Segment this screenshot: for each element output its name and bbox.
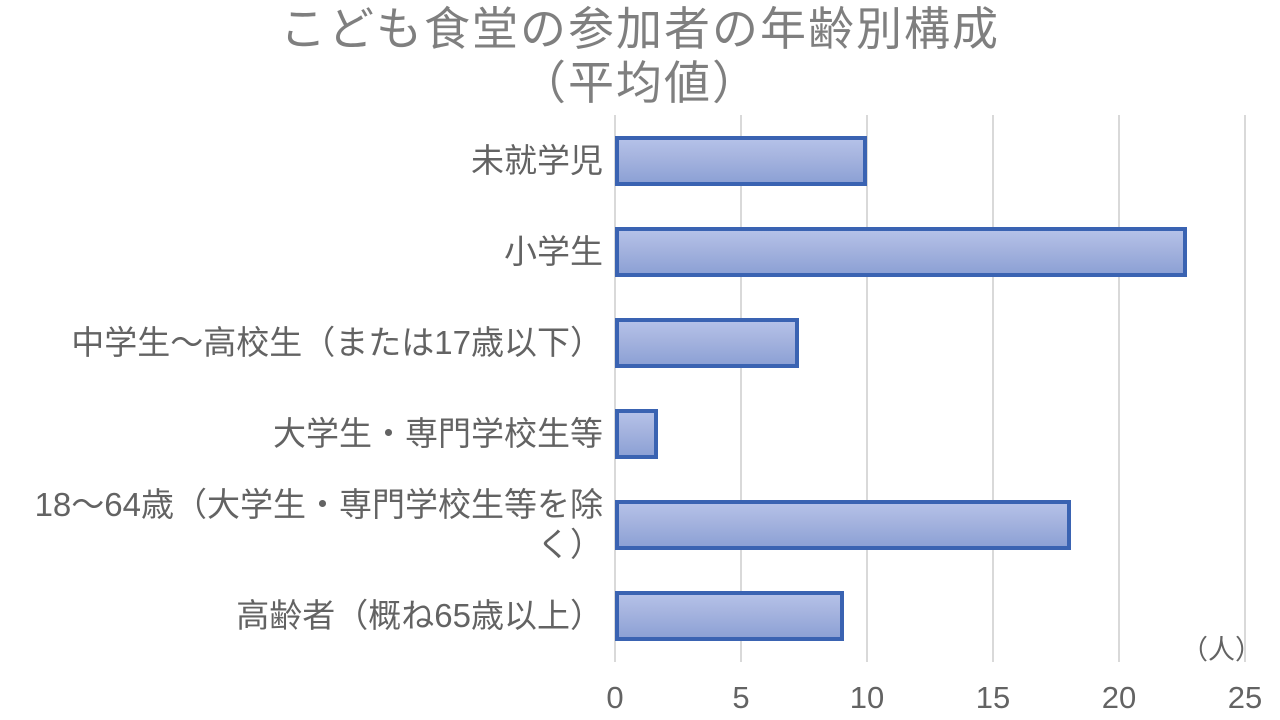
chart-title-line-1: こども食堂の参加者の年齢別構成 — [280, 3, 1000, 55]
bar-3 — [615, 409, 658, 460]
category-label: 高齢者（概ね65歳以上） — [236, 597, 603, 635]
bar-5 — [615, 591, 845, 642]
category-label: 中学生～高校生（または17歳以下） — [71, 323, 603, 361]
plot-area — [614, 115, 1246, 662]
bar-4 — [615, 500, 1072, 551]
bar-1 — [615, 226, 1188, 277]
x-tick-label-5: 5 — [732, 680, 750, 715]
x-tick-label-25: 25 — [1227, 680, 1263, 715]
x-tick-label-10: 10 — [849, 680, 885, 715]
gridline-x-5 — [740, 115, 742, 662]
bar-0 — [615, 135, 867, 186]
gridline-x-10 — [866, 115, 868, 662]
gridline-x-25 — [1244, 115, 1246, 662]
x-tick-label-20: 20 — [1101, 680, 1137, 715]
chart-title-line-2: （平均値） — [520, 57, 760, 109]
bar-2 — [615, 317, 799, 368]
x-axis-tick-labels: 0 5 10 15 20 25 — [0, 680, 1280, 720]
gridline-x-20 — [1118, 115, 1120, 662]
x-tick-label-15: 15 — [975, 680, 1011, 715]
category-label: 大学生・専門学校生等 — [273, 415, 603, 453]
category-label: 18～64歳（大学生・専門学校生等を除く） — [34, 486, 603, 564]
gridline-x-15 — [992, 115, 994, 662]
category-axis-labels: 未就学児小学生中学生～高校生（または17歳以下） 大学生・専門学校生等 18～64歳… — [10, 115, 603, 662]
category-label: 小学生 — [504, 232, 603, 270]
x-tick-label-0: 0 — [606, 680, 624, 715]
gridline-x-0 — [614, 115, 616, 662]
category-label: 未就学児 — [471, 141, 603, 179]
chart-title: こども食堂の参加者の年齢別構成 （平均値） — [0, 2, 1280, 110]
x-axis-unit-label: （人） — [1181, 635, 1262, 665]
